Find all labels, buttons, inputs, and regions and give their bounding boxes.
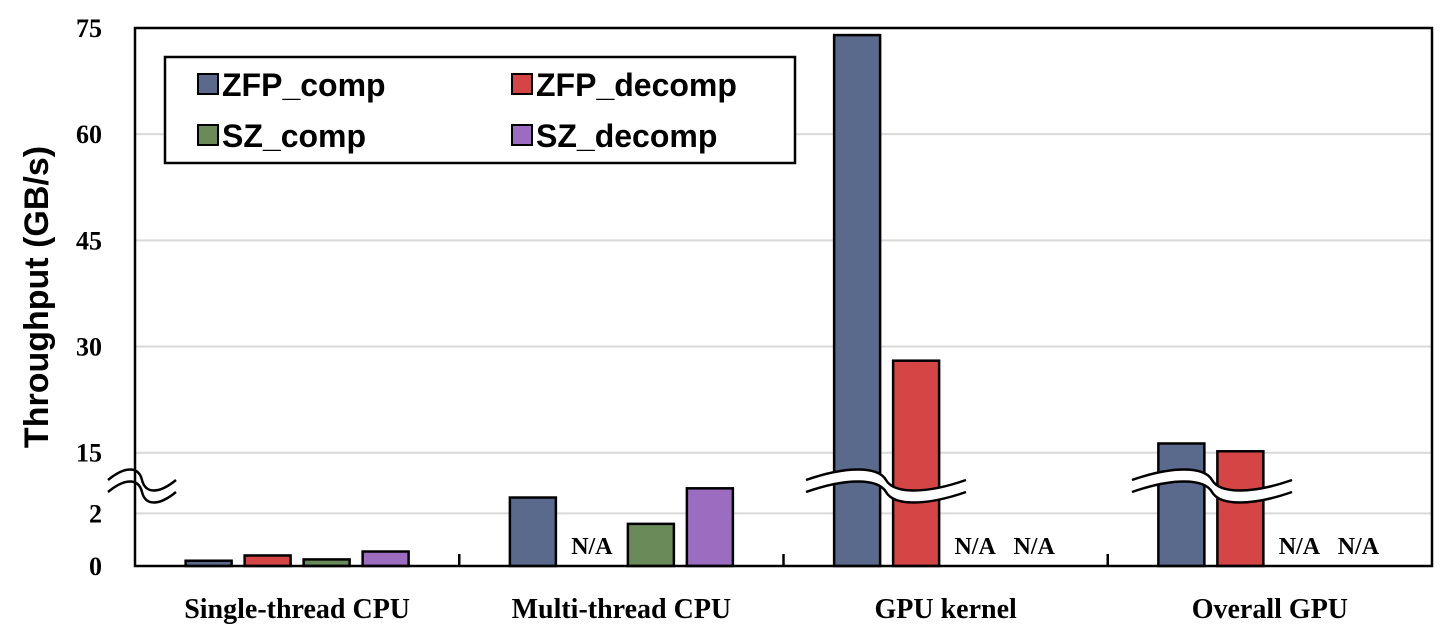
legend-box — [163, 55, 797, 165]
na-label: N/A — [1013, 534, 1055, 560]
y-tick-label: 15 — [76, 439, 102, 468]
y-axis-label: Throughput (GB/s) — [18, 146, 56, 448]
y-tick-label: 2 — [89, 499, 102, 528]
legend-label: ZFP_comp — [222, 67, 386, 103]
bar-zfp-decomp — [243, 554, 292, 568]
bar-zfp-decomp — [1216, 450, 1265, 568]
axis-break-marker — [1131, 468, 1293, 504]
legend-label: SZ_comp — [222, 118, 366, 154]
axis-break-marker — [805, 468, 967, 504]
legend-swatch — [511, 124, 533, 146]
y-tick-label: 30 — [76, 333, 102, 362]
bar-sz-decomp — [361, 550, 410, 568]
na-label: N/A — [1338, 534, 1380, 560]
bar-zfp-decomp — [891, 359, 941, 568]
x-category-label: Single-thread CPU — [184, 594, 410, 625]
bar-sz-decomp — [685, 487, 735, 568]
legend-label: SZ_decomp — [536, 118, 717, 154]
legend-swatch — [197, 73, 219, 95]
axis-break-marker — [107, 468, 177, 504]
na-label: N/A — [1279, 534, 1321, 560]
bar-sz-comp — [626, 522, 676, 568]
x-category-label: GPU kernel — [874, 594, 1017, 625]
legend-swatch — [197, 124, 219, 146]
bar-zfp-comp — [1157, 442, 1206, 568]
x-category-label: Overall GPU — [1192, 594, 1348, 625]
y-tick-label: 45 — [76, 226, 102, 255]
y-tick-label: 60 — [76, 120, 102, 149]
legend-label: ZFP_decomp — [536, 67, 737, 103]
bar-zfp-comp — [508, 496, 558, 568]
na-label: N/A — [571, 534, 613, 560]
y-tick-label: 0 — [89, 552, 102, 581]
na-label: N/A — [954, 534, 996, 560]
y-tick-label: 75 — [76, 14, 102, 43]
x-category-label: Multi-thread CPU — [512, 594, 732, 625]
legend: ZFP_comp ZFP_decomp SZ_comp SZ_decomp — [163, 55, 797, 165]
legend-swatch — [511, 73, 533, 95]
bar-zfp-comp — [832, 33, 882, 568]
